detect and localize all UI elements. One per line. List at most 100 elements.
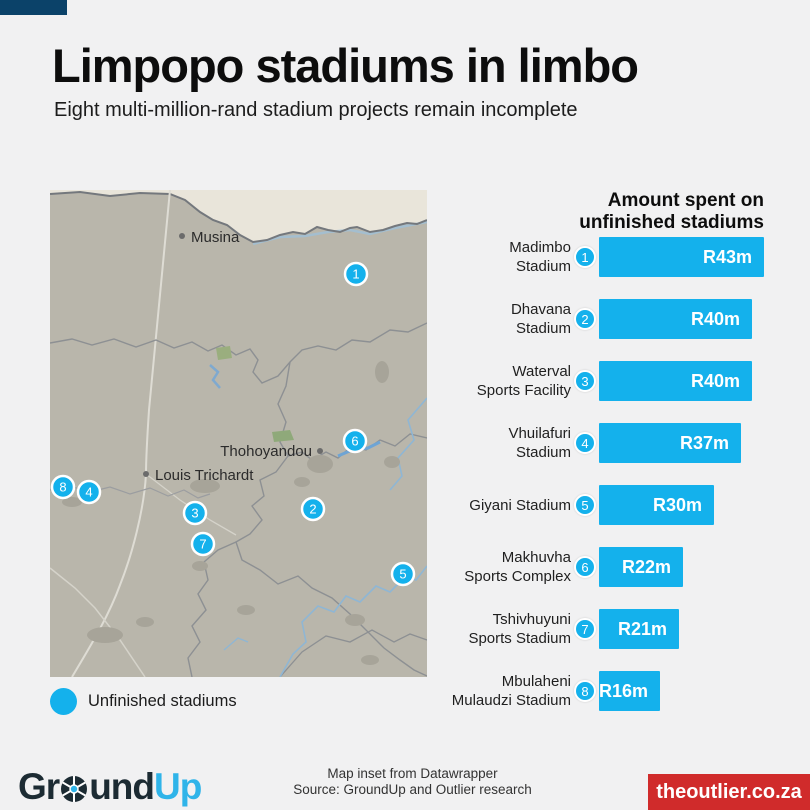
rank-badge: 8 <box>574 680 596 702</box>
svg-text:8: 8 <box>59 480 66 495</box>
map-district-border-3 <box>235 455 427 677</box>
map-marker-4: 4 <box>76 479 102 505</box>
bar-value: R16m <box>598 680 648 701</box>
brand-corner-bar <box>0 0 67 15</box>
chart-row-dhavana: Dhavana Stadium 2 R40m <box>450 299 764 339</box>
chart-row-madimbo: Madimbo Stadium 1 R43m <box>450 237 764 277</box>
bar: R21m <box>599 609 679 649</box>
bar: R43m <box>599 237 764 277</box>
map-road-secondary <box>50 567 146 677</box>
map-district-border-6 <box>279 629 427 677</box>
chart-title: Amount spent on unfinished stadiums <box>450 190 764 233</box>
map-green-patch-2 <box>272 430 294 442</box>
stadium-name: Vhuilafuri Stadium <box>508 425 571 461</box>
chart-row-vhuilafuri: Vhuilafuri Stadium 4 R37m <box>450 423 764 463</box>
rank-badge: 1 <box>574 246 596 268</box>
credit-line1: Map inset from Datawrapper <box>327 766 498 781</box>
rank-badge: 5 <box>574 494 596 516</box>
stadium-name: Dhavana Stadium <box>510 301 571 337</box>
svg-text:6: 6 <box>351 434 358 449</box>
rank-badge: 7 <box>574 618 596 640</box>
map-district-border-1 <box>50 322 427 384</box>
chart-row-waterval: Waterval Sports Facility 3 R40m <box>450 361 764 401</box>
map-river-small <box>209 364 221 389</box>
groundup-logo-text-gr: Gr <box>18 766 60 807</box>
credit-line2: Source: GroundUp and Outlier research <box>293 782 532 797</box>
town-dot-louis-trichardt <box>143 471 149 477</box>
stadium-name: Madimbo Stadium <box>509 239 571 275</box>
bar: R40m <box>599 299 752 339</box>
bar-value: R40m <box>690 370 740 391</box>
chart-title-line1: Amount spent on <box>607 190 764 211</box>
chart-row-tshivhuyuni: Tshivhuyuni Sports Stadium 7 R21m <box>450 609 764 649</box>
groundup-logo-text-und: und <box>89 766 155 807</box>
stadium-name: Makhuvha Sports Complex <box>464 549 571 585</box>
stadium-name: Tshivhuyuni Sports Stadium <box>468 611 571 647</box>
stadium-name: Mbulaheni Mulaudzi Stadium <box>451 673 571 709</box>
bar-value: R40m <box>690 308 740 329</box>
town-label-musina: Musina <box>191 229 240 246</box>
legend-marker-icon <box>50 688 77 715</box>
legend-label: Unfinished stadiums <box>88 692 237 710</box>
rank-badge: 3 <box>574 370 596 392</box>
bar-value: R21m <box>617 618 667 639</box>
chart-title-line2: unfinished stadiums <box>579 211 764 233</box>
map-town-louis-trichardt: Louis Trichardt <box>143 467 254 484</box>
bar: R22m <box>599 547 683 587</box>
map-legend: Unfinished stadiums <box>50 688 237 715</box>
svg-text:1: 1 <box>352 267 359 282</box>
stadium-name: Waterval Sports Facility <box>476 363 571 399</box>
map-marker-3: 3 <box>182 500 208 526</box>
rank-badge: 6 <box>574 556 596 578</box>
map-river-east <box>389 397 427 491</box>
chart-row-makhuvha: Makhuvha Sports Complex 6 R22m <box>450 547 764 587</box>
page-subtitle: Eight multi-million-rand stadium project… <box>54 99 578 121</box>
bar: R40m <box>599 361 752 401</box>
svg-text:4: 4 <box>85 485 92 500</box>
bar-value: R22m <box>621 556 671 577</box>
chart-row-giyani: Giyani Stadium 5 R30m <box>450 485 764 525</box>
map-urban-areas <box>62 361 400 665</box>
town-label-thohoyandou: Thohoyandou <box>220 443 312 460</box>
page-title: Limpopo stadiums in limbo <box>52 39 639 92</box>
rank-badge: 2 <box>574 308 596 330</box>
map-national-border <box>50 190 427 244</box>
svg-text:2: 2 <box>309 502 316 517</box>
groundup-aperture-icon <box>61 776 88 802</box>
map-neighbor-region <box>50 190 427 242</box>
map-markers: 1 2 3 4 5 <box>50 261 416 587</box>
map-town-thohoyandou: Thohoyandou <box>220 443 323 460</box>
bar-value: R43m <box>702 246 752 267</box>
groundup-logo-text-up: Up <box>154 766 202 807</box>
chart-row-mbulaheni: Mbulaheni Mulaudzi Stadium 8 R16m <box>450 671 764 711</box>
bar: R37m <box>599 423 741 463</box>
stadium-name: Giyani Stadium <box>469 496 571 514</box>
map-marker-1: 1 <box>343 261 369 287</box>
groundup-logo[interactable]: Gr und Up <box>18 766 202 808</box>
map-svg: Musina Thohoyandou Louis Trichardt 1 2 <box>50 190 427 677</box>
map-district-border-4 <box>187 541 237 677</box>
map-river-stub <box>223 637 249 651</box>
map-marker-2: 2 <box>300 496 326 522</box>
map-marker-8: 8 <box>50 474 76 500</box>
bar-value: R30m <box>652 494 702 515</box>
town-label-louis-trichardt: Louis Trichardt <box>155 467 254 484</box>
svg-text:5: 5 <box>399 567 406 582</box>
theoutlier-url: theoutlier.co.za <box>656 780 802 803</box>
map-marker-6: 6 <box>342 428 368 454</box>
bar-value: R37m <box>679 432 729 453</box>
limpopo-map: Musina Thohoyandou Louis Trichardt 1 2 <box>50 190 427 677</box>
svg-text:7: 7 <box>199 537 206 552</box>
bar: R30m <box>599 485 714 525</box>
town-dot-thohoyandou <box>317 448 323 454</box>
bar: R16m <box>599 671 660 711</box>
svg-text:3: 3 <box>191 506 198 521</box>
map-green-patch-1 <box>216 346 232 360</box>
spend-chart-panel: Amount spent on unfinished stadiums Madi… <box>450 190 764 733</box>
theoutlier-link-banner[interactable]: theoutlier.co.za <box>648 774 810 810</box>
map-marker-5: 5 <box>390 561 416 587</box>
source-credit: Map inset from Datawrapper Source: Groun… <box>280 766 545 798</box>
rank-badge: 4 <box>574 432 596 454</box>
map-town-musina: Musina <box>179 229 240 246</box>
